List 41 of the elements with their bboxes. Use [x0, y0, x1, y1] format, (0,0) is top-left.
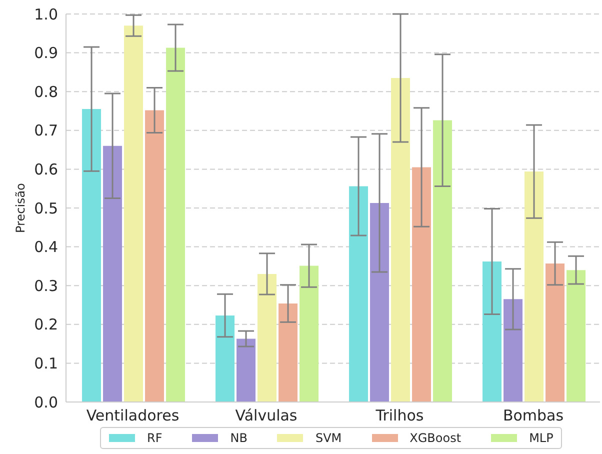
y-tick-label: 0.0: [34, 393, 58, 412]
x-tick-label: Bombas: [502, 406, 564, 425]
bar: [524, 172, 544, 402]
y-tick-label: 0.3: [34, 276, 58, 295]
y-tick-label: 0.6: [34, 160, 58, 179]
bar: [145, 110, 164, 402]
legend-label: NB: [230, 431, 248, 445]
bar: [482, 262, 502, 402]
bar: [166, 48, 186, 402]
legend-label: MLP: [529, 431, 554, 445]
x-tick-label: Trilhos: [374, 406, 424, 425]
legend-label: XGBoost: [410, 431, 462, 445]
bar: [103, 146, 122, 402]
y-axis-title: Precisão: [13, 183, 28, 233]
bar: [433, 120, 452, 402]
bar: [566, 270, 586, 402]
y-tick-label: 0.4: [34, 238, 58, 256]
y-tick-label: 1.0: [34, 5, 58, 24]
legend-label: SVM: [315, 431, 342, 445]
bar: [546, 263, 565, 402]
x-tick-label: Ventiladores: [86, 406, 180, 425]
bar: [278, 303, 298, 402]
bar: [504, 299, 523, 402]
y-tick-label: 0.9: [34, 44, 58, 62]
legend-label: RF: [147, 431, 162, 445]
bar: [124, 26, 144, 402]
bar: [370, 202, 390, 402]
bar: [349, 186, 368, 402]
bar: [412, 167, 432, 402]
x-tick-label: Válvulas: [235, 406, 298, 425]
bar: [216, 315, 235, 402]
y-tick-label: 0.2: [34, 316, 58, 334]
y-tick-label: 0.1: [34, 354, 58, 373]
y-tick-label: 0.5: [34, 199, 58, 218]
y-tick-label: 0.8: [34, 82, 58, 101]
bar: [236, 338, 256, 402]
bar: [258, 274, 277, 402]
bar: [391, 78, 410, 402]
bar: [300, 266, 319, 402]
bar: [82, 109, 102, 402]
y-tick-label: 0.7: [34, 122, 58, 140]
